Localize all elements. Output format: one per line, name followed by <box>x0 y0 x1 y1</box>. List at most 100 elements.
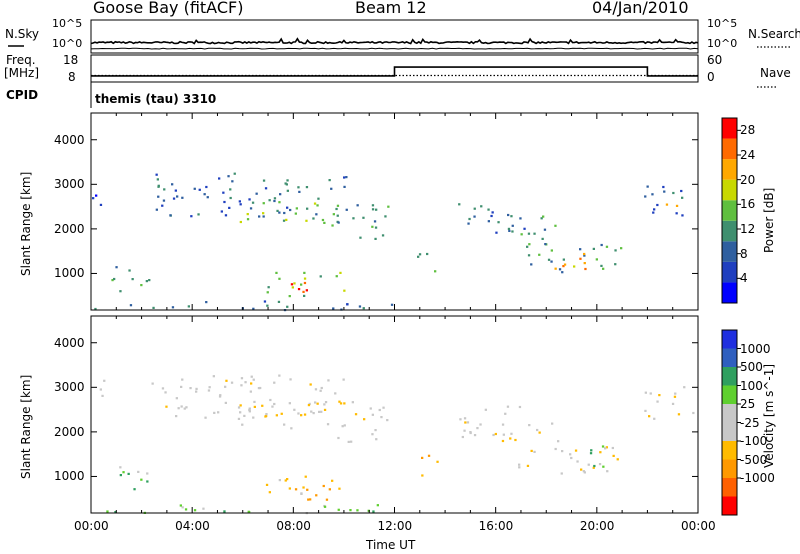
velocity-cell <box>175 397 178 400</box>
velocity-cell <box>250 375 253 378</box>
power-colorbar-tick-label: 16 <box>740 197 756 212</box>
velocity-cell <box>589 452 593 455</box>
power-cell <box>343 185 346 188</box>
power-cell <box>579 257 582 260</box>
velocity-cell <box>582 470 585 473</box>
velocity-cell <box>283 423 286 426</box>
power-colorbar-tick-label: 4 <box>740 271 748 286</box>
power-cell <box>267 286 270 289</box>
power-cell <box>371 225 374 228</box>
velocity-cell <box>494 432 497 436</box>
power-cell <box>487 220 490 223</box>
power-cell <box>181 196 184 199</box>
velocity-cell <box>177 407 180 410</box>
power-colorbar-frame <box>721 117 738 304</box>
power-cell <box>579 248 582 251</box>
power-cell <box>550 260 553 263</box>
velocity-cell <box>644 391 647 394</box>
velocity-cell <box>289 378 292 381</box>
velocity-cell <box>649 392 652 395</box>
power-cell <box>273 197 277 200</box>
velocity-cell <box>101 394 104 397</box>
power-cell <box>558 268 562 271</box>
velocity-cell <box>217 411 220 414</box>
velocity-cell <box>427 454 431 457</box>
x-tick-label: 00:00 <box>681 519 716 533</box>
power-cell <box>284 182 287 185</box>
velocity-cell <box>193 509 197 512</box>
velocity-colorbar-tick-label: -25 <box>740 415 760 430</box>
power-cell <box>262 215 265 218</box>
velocity-cell <box>328 488 331 491</box>
velocity-cell <box>354 413 358 416</box>
power-cell <box>528 243 531 246</box>
power-cell <box>205 185 208 189</box>
velocity-cell <box>122 471 125 474</box>
velocity-cell <box>103 379 106 382</box>
velocity-cell <box>297 412 300 415</box>
power-cell <box>508 229 511 232</box>
velocity-cell <box>207 389 211 392</box>
velocity-cell <box>382 406 385 409</box>
velocity-cell <box>580 468 583 471</box>
power-cell <box>190 215 193 218</box>
power-cell <box>672 191 675 195</box>
power-cell <box>381 234 385 237</box>
power-cell <box>285 218 288 221</box>
power-cell <box>95 194 98 197</box>
power-cell <box>218 177 221 180</box>
power-cell <box>303 271 306 274</box>
power-cell <box>317 197 320 200</box>
beam-label: Beam 12 <box>355 0 427 17</box>
velocity-cell <box>459 418 462 421</box>
power-cell <box>652 211 655 214</box>
velocity-colorbar-tick-label: 1000 <box>740 341 771 356</box>
x-tick-label: 16:00 <box>478 519 514 533</box>
power-cell <box>336 214 339 217</box>
power-cell <box>352 217 355 220</box>
sky-bottom-tick-right: 10^0 <box>707 37 738 50</box>
power-cell <box>595 258 598 261</box>
power-cell <box>541 237 544 240</box>
power-cell <box>473 207 476 210</box>
velocity-cell <box>316 402 319 405</box>
velocity-cell <box>674 392 677 395</box>
velocity-cell <box>421 456 424 459</box>
velocity-cell <box>350 440 353 443</box>
velocity-cell <box>436 460 439 463</box>
power-cell <box>497 221 500 224</box>
power-colorbar-tick-label: 20 <box>740 172 756 187</box>
power-cell <box>163 188 166 191</box>
power-cell <box>335 207 338 211</box>
power-cell <box>197 213 200 216</box>
velocity-cell <box>219 394 222 397</box>
velocity-colorbar-cell <box>722 496 737 515</box>
power-ylabel: Slant Range [km] <box>19 171 33 276</box>
power-cell <box>171 306 175 309</box>
nave-label: Nave <box>760 66 791 80</box>
freq-tick-low: 8 <box>68 70 76 84</box>
velocity-cell <box>356 509 359 512</box>
power-cell <box>205 301 208 304</box>
velocity-cell <box>140 478 143 481</box>
velocity-cell <box>510 432 513 435</box>
velocity-colorbar-tick-label: -500 <box>740 452 768 467</box>
velocity-cell <box>386 419 389 422</box>
power-cell <box>303 277 307 280</box>
power-cell <box>533 232 536 235</box>
power-cell <box>490 214 493 218</box>
power-cell <box>294 212 297 215</box>
velocity-cell <box>375 438 378 441</box>
velocity-cell <box>249 390 252 393</box>
power-cell <box>600 243 603 247</box>
velocity-cell <box>288 402 291 405</box>
power-cell <box>238 200 241 203</box>
nsky-label: N.Sky <box>5 27 40 41</box>
nsearch-label: N.Search <box>748 27 800 41</box>
velocity-colorbar-cell <box>722 367 737 386</box>
velocity-cell <box>673 395 677 398</box>
power-cell <box>563 263 567 266</box>
power-cell <box>303 294 306 297</box>
velocity-cell <box>518 405 522 409</box>
power-cell <box>562 258 565 261</box>
